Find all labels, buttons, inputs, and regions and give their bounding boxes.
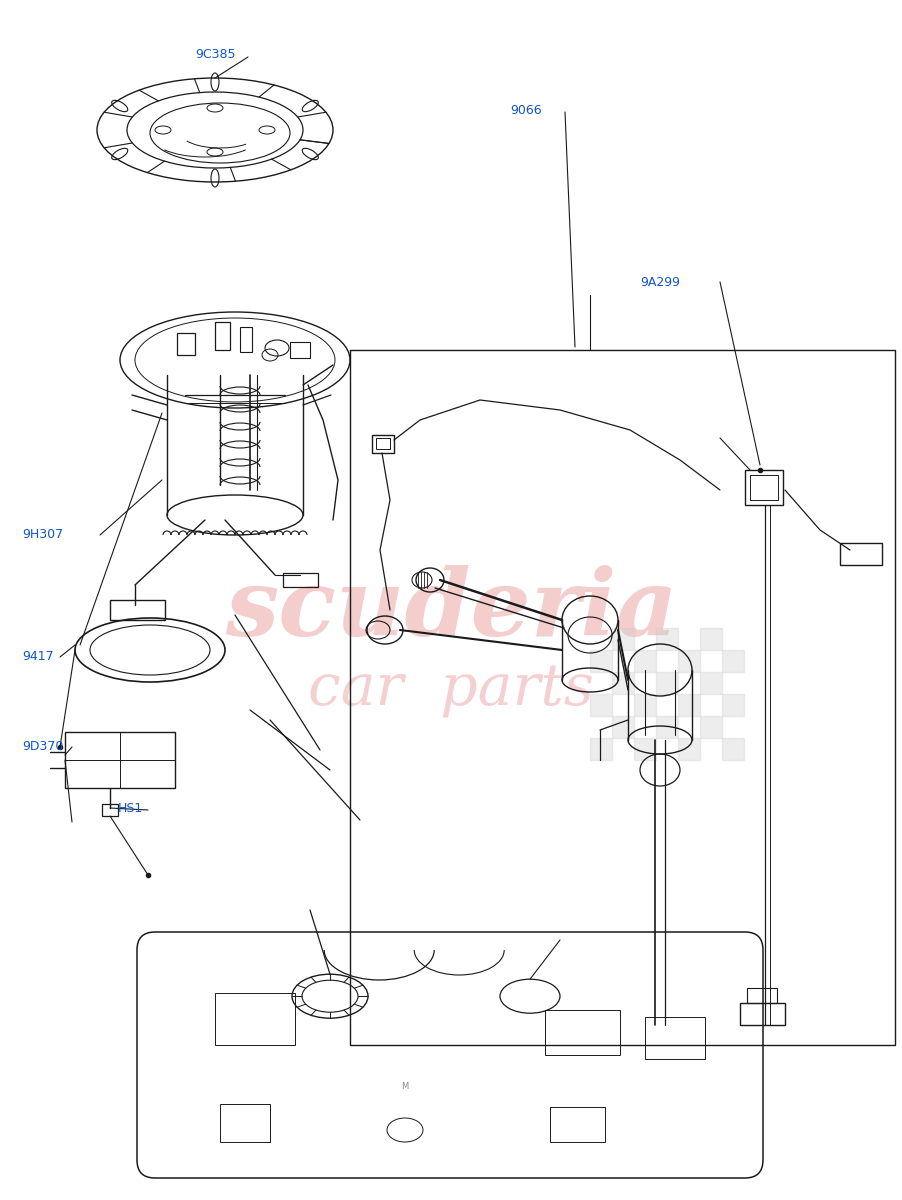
Bar xyxy=(634,738,656,760)
Bar xyxy=(215,992,295,1044)
Bar xyxy=(110,600,165,620)
Bar xyxy=(750,475,778,500)
Bar xyxy=(590,694,612,716)
Bar xyxy=(177,332,195,355)
Text: M: M xyxy=(401,1082,409,1091)
Bar xyxy=(656,716,678,738)
Text: 9C385: 9C385 xyxy=(195,48,235,61)
Bar xyxy=(700,672,722,694)
Text: 9A299: 9A299 xyxy=(640,276,680,288)
Bar xyxy=(612,628,634,650)
Bar xyxy=(656,628,678,650)
Text: 9D370: 9D370 xyxy=(22,740,63,754)
Text: 9H307: 9H307 xyxy=(22,528,63,541)
Bar xyxy=(215,322,230,350)
Bar xyxy=(722,650,744,672)
Bar xyxy=(645,1018,705,1060)
Bar xyxy=(590,738,612,760)
Bar xyxy=(545,1010,620,1055)
Bar xyxy=(700,628,722,650)
Bar xyxy=(634,694,656,716)
Bar xyxy=(678,650,700,672)
Bar xyxy=(678,738,700,760)
Text: 9417: 9417 xyxy=(22,650,53,664)
Bar xyxy=(290,342,310,358)
Text: HS1: HS1 xyxy=(118,802,143,815)
Text: scuderia: scuderia xyxy=(225,565,677,655)
Bar xyxy=(747,988,777,1003)
Bar xyxy=(102,804,118,816)
Bar xyxy=(740,1003,785,1025)
Bar xyxy=(612,672,634,694)
Bar xyxy=(220,1104,270,1142)
Bar xyxy=(722,694,744,716)
Bar xyxy=(722,738,744,760)
Bar xyxy=(840,542,882,565)
Bar xyxy=(65,732,175,788)
Bar xyxy=(678,694,700,716)
Bar xyxy=(612,716,634,738)
Bar xyxy=(590,650,612,672)
Bar xyxy=(700,716,722,738)
Bar xyxy=(634,650,656,672)
Bar xyxy=(656,672,678,694)
Bar xyxy=(550,1106,605,1142)
Bar xyxy=(372,434,394,452)
Bar xyxy=(376,438,390,449)
Text: car  parts: car parts xyxy=(308,661,594,719)
Bar xyxy=(283,572,318,587)
Bar xyxy=(240,326,252,352)
Bar xyxy=(745,470,783,505)
Text: 9066: 9066 xyxy=(510,103,541,116)
